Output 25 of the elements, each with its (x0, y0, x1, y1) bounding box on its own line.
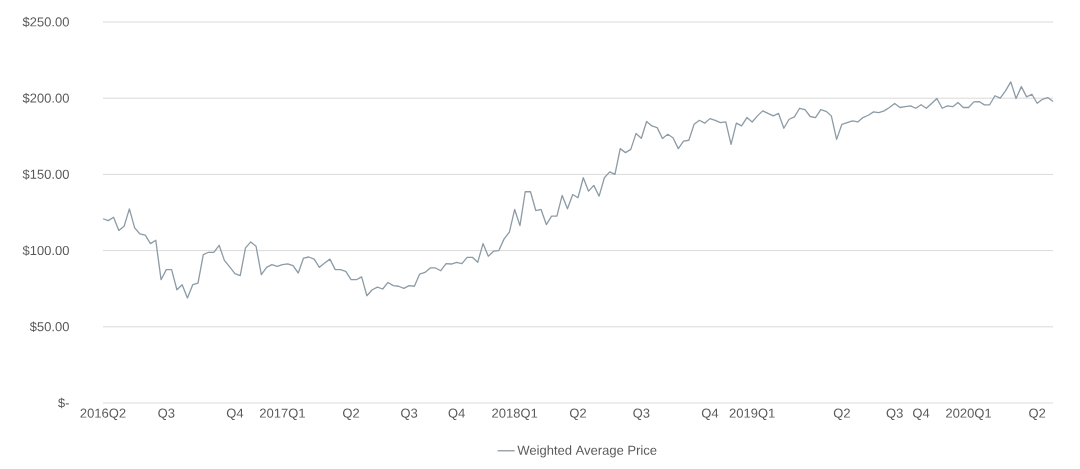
x-tick-label: 2018Q1 (492, 408, 538, 421)
legend-label: Weighted Average Price (517, 445, 657, 458)
x-tick-label: Q4 (226, 408, 244, 421)
y-tick-label: $200.00 (22, 92, 69, 104)
x-tick-label: Q2 (569, 408, 587, 421)
x-tick-label: Q2 (1029, 408, 1046, 421)
x-tick-label: Q2 (343, 408, 360, 421)
line-series (102, 81, 1054, 299)
x-tick-label: Q4 (913, 408, 930, 421)
x-tick-label: Q4 (448, 408, 465, 421)
y-tick-label: $- (58, 397, 69, 409)
x-tick-label: 2020Q1 (946, 408, 992, 421)
x-tick-label: 2017Q1 (259, 408, 305, 421)
x-tick-label: Q3 (886, 408, 903, 421)
x-tick-label: Q2 (833, 408, 850, 421)
x-tick-label: Q4 (701, 408, 719, 421)
y-tick-label: $50.00 (29, 321, 69, 333)
y-tick-label: $150.00 (22, 169, 69, 180)
x-tick-label: Q3 (401, 408, 418, 421)
y-tick-label: $100.00 (22, 245, 69, 256)
x-tick-label: 2019Q1 (729, 408, 775, 421)
x-tick-label: Q3 (158, 408, 175, 421)
y-tick-label: $250.00 (22, 16, 69, 28)
x-tick-label: 2016Q2 (80, 408, 126, 421)
x-tick-label: Q3 (633, 408, 650, 421)
